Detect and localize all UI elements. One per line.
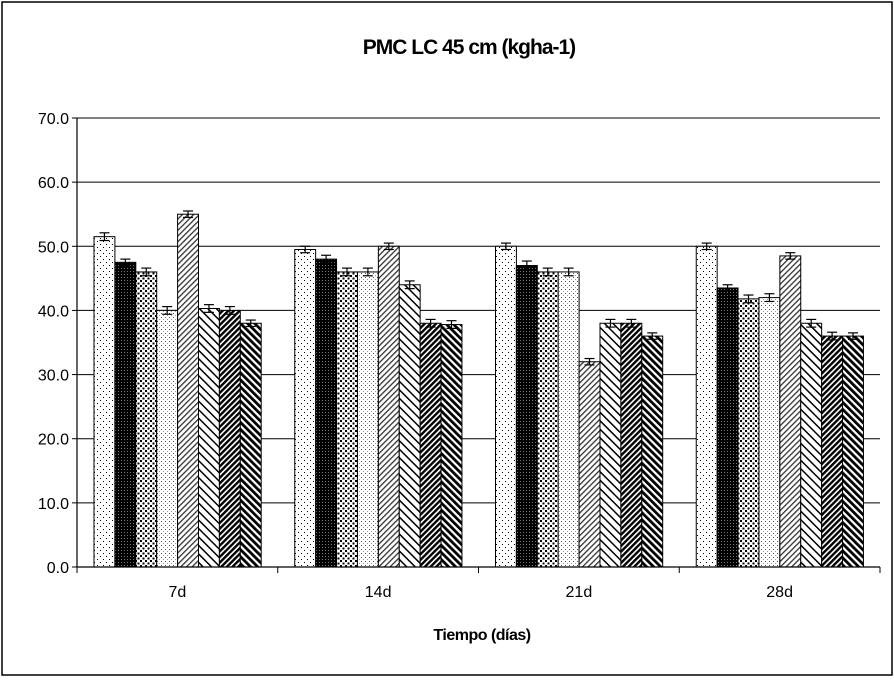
bar xyxy=(620,322,643,568)
y-tick-label: 60.0 xyxy=(38,175,69,192)
axes xyxy=(72,117,881,573)
y-tick-label: 50.0 xyxy=(38,239,69,256)
x-tick-label: 7d xyxy=(168,584,186,601)
y-tick-label: 30.0 xyxy=(38,368,69,385)
bar xyxy=(578,361,601,568)
x-tick-label: 14d xyxy=(365,584,392,601)
bar xyxy=(135,271,158,568)
bar xyxy=(641,335,664,568)
chart-title: PMC LC 45 cm (kgha-1) xyxy=(363,36,575,59)
y-tick-label: 0.0 xyxy=(47,560,69,577)
bar xyxy=(842,335,864,568)
bar xyxy=(515,265,538,568)
bar xyxy=(356,271,379,568)
x-axis-ticks: 7d 14d 21d 28d xyxy=(168,584,793,601)
bar xyxy=(93,236,116,568)
bar xyxy=(779,255,802,568)
bar xyxy=(177,213,200,568)
y-tick-label: 20.0 xyxy=(38,432,69,449)
y-axis-ticks: 0.0 10.0 20.0 30.0 40.0 50.0 60.0 70.0 xyxy=(38,111,69,577)
bar xyxy=(536,271,559,568)
bar xyxy=(377,245,400,568)
x-tick-label: 21d xyxy=(566,584,593,601)
bar xyxy=(239,322,262,568)
bar xyxy=(198,308,220,568)
x-axis-label: Tiempo (días) xyxy=(433,627,530,644)
bar xyxy=(495,245,517,568)
x-tick-label: 28d xyxy=(766,584,793,601)
bar xyxy=(695,245,718,568)
bar xyxy=(294,248,317,568)
bar xyxy=(557,271,580,568)
bar xyxy=(218,309,241,568)
bar xyxy=(419,322,442,568)
bar xyxy=(599,322,622,568)
bar xyxy=(800,322,823,568)
bars xyxy=(93,210,864,568)
y-tick-label: 10.0 xyxy=(38,496,69,513)
bar xyxy=(114,261,137,568)
bar xyxy=(398,284,421,568)
bar xyxy=(156,309,179,568)
bar xyxy=(440,324,463,568)
bar xyxy=(716,287,739,568)
bar xyxy=(821,335,844,568)
y-tick-label: 40.0 xyxy=(38,303,69,320)
bar xyxy=(758,297,781,568)
bar xyxy=(737,298,760,568)
bar xyxy=(336,271,358,568)
y-tick-label: 70.0 xyxy=(38,111,69,128)
bar xyxy=(315,258,338,568)
